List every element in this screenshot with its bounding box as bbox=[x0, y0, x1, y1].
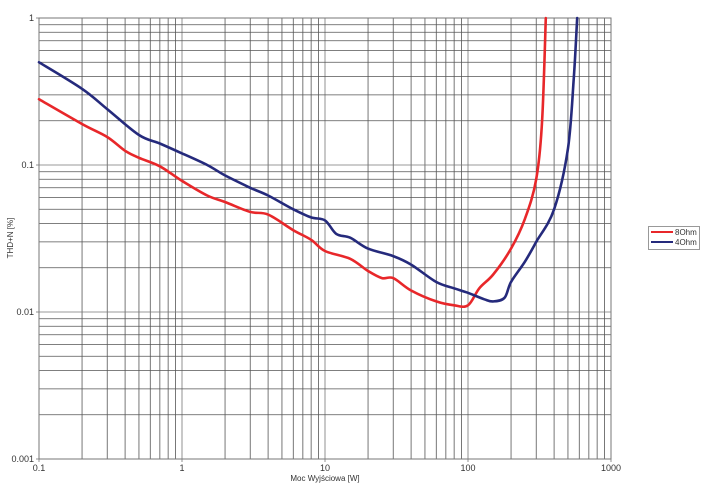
x-axis-label: Moc Wyjściowa [W] bbox=[290, 474, 359, 483]
legend-label-4ohm: 4Ohm bbox=[675, 237, 697, 247]
series-line-4ohm bbox=[37, 16, 579, 303]
legend-label-8ohm: 8Ohm bbox=[675, 227, 697, 237]
legend-swatch-4ohm bbox=[651, 241, 673, 243]
x-tick-label: 10 bbox=[320, 463, 330, 473]
x-tick-label: 1 bbox=[179, 463, 184, 473]
y-tick-label: 0.1 bbox=[21, 160, 34, 170]
series-line-8ohm bbox=[37, 16, 548, 309]
legend-item-8ohm: 8Ohm bbox=[649, 227, 699, 237]
x-tick-label: 100 bbox=[460, 463, 475, 473]
y-tick-label: 1 bbox=[29, 13, 34, 23]
legend-swatch-8ohm bbox=[651, 231, 673, 233]
legend: 8Ohm 4Ohm bbox=[648, 226, 700, 250]
y-axis-ticks: 1 0.1 0.01 0.001 bbox=[11, 13, 39, 464]
x-axis-ticks: 0.1 1 10 100 1000 bbox=[33, 459, 621, 473]
grid-lines bbox=[38, 18, 611, 460]
y-tick-label: 0.01 bbox=[16, 307, 34, 317]
legend-item-4ohm: 4Ohm bbox=[649, 237, 699, 247]
y-axis-label: THD+N [%] bbox=[6, 218, 15, 259]
x-tick-label: 0.1 bbox=[33, 463, 46, 473]
data-series bbox=[37, 16, 579, 309]
y-tick-label: 0.001 bbox=[11, 454, 34, 464]
x-tick-label: 1000 bbox=[601, 463, 621, 473]
